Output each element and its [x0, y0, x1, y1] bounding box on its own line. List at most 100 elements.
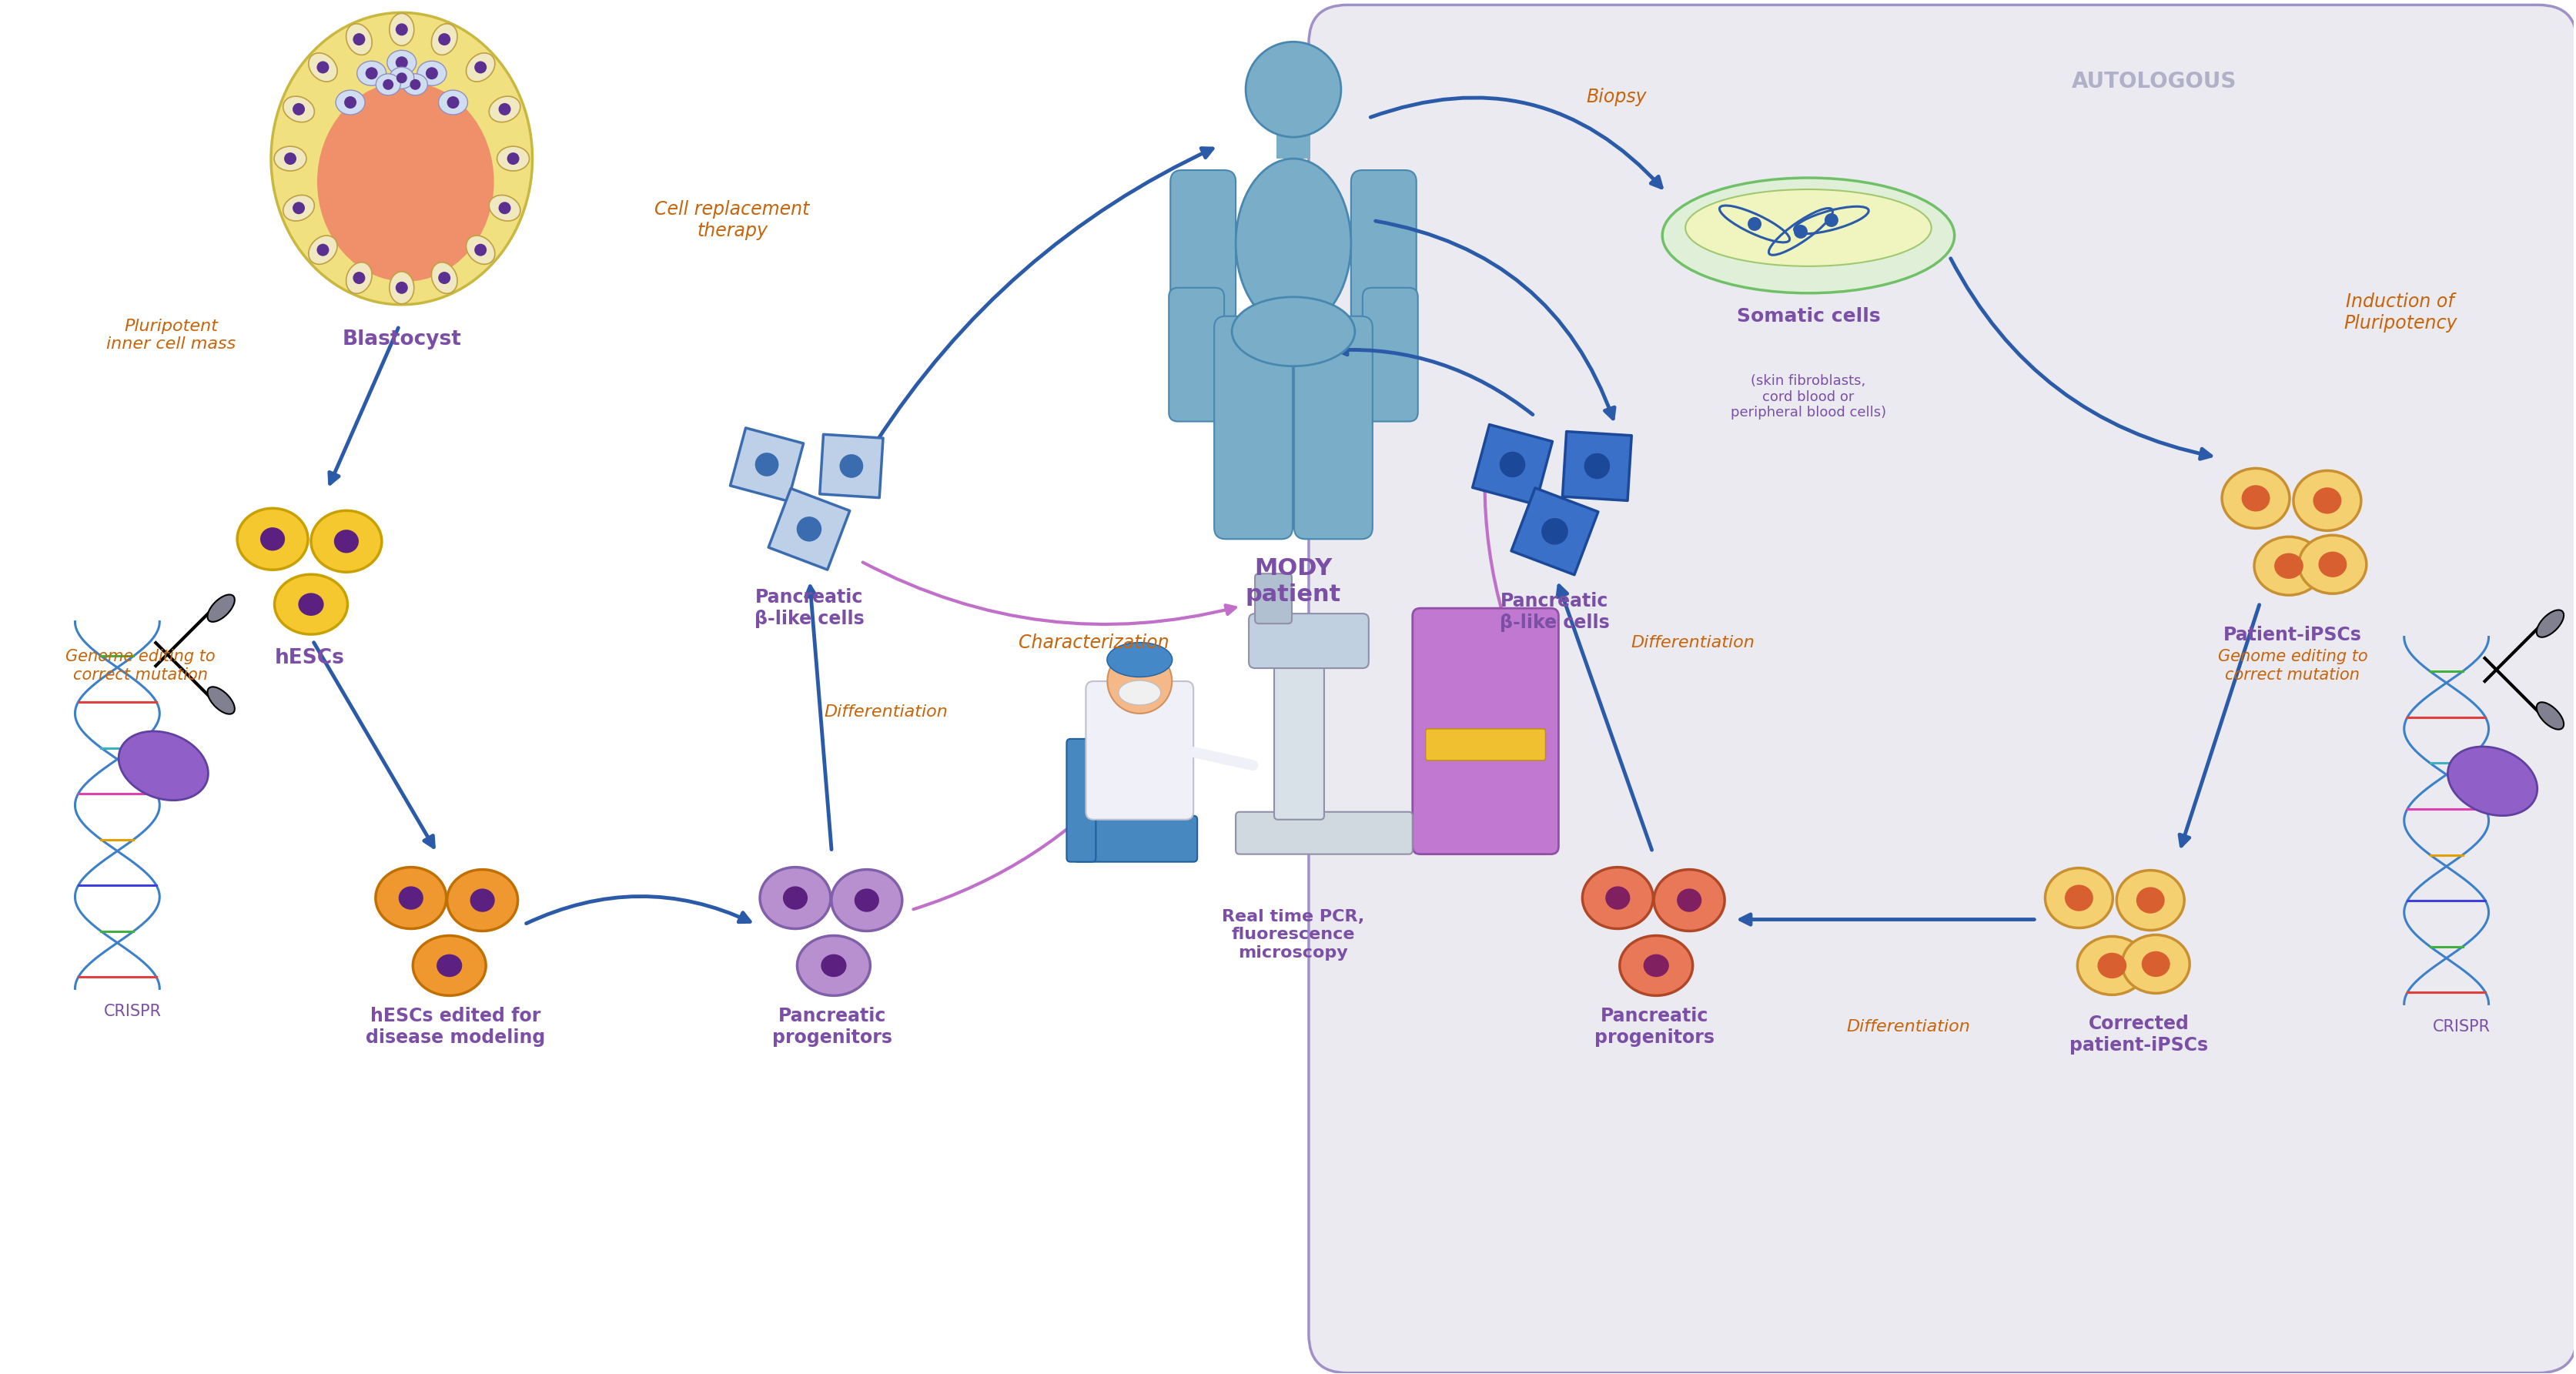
- Circle shape: [397, 23, 407, 36]
- Circle shape: [1499, 452, 1525, 477]
- Text: Corrected
patient-iPSCs: Corrected patient-iPSCs: [2069, 1015, 2208, 1055]
- FancyBboxPatch shape: [1213, 316, 1293, 539]
- Circle shape: [1584, 453, 1610, 480]
- Ellipse shape: [376, 867, 446, 929]
- Text: Patient-iPSCs: Patient-iPSCs: [2223, 627, 2362, 644]
- Ellipse shape: [760, 867, 829, 929]
- FancyArrowPatch shape: [1376, 221, 1615, 419]
- FancyArrowPatch shape: [1950, 258, 2210, 459]
- Ellipse shape: [273, 146, 307, 170]
- Ellipse shape: [260, 528, 286, 551]
- Circle shape: [283, 153, 296, 165]
- Ellipse shape: [309, 54, 337, 81]
- FancyBboxPatch shape: [1412, 609, 1558, 855]
- Polygon shape: [729, 427, 804, 502]
- Ellipse shape: [2045, 868, 2112, 927]
- Circle shape: [397, 56, 407, 69]
- Circle shape: [507, 153, 520, 165]
- Text: Characterization: Characterization: [1018, 633, 1170, 653]
- Ellipse shape: [1677, 889, 1703, 912]
- Text: Real time PCR,
fluorescence
microscopy: Real time PCR, fluorescence microscopy: [1221, 910, 1365, 960]
- Text: Genome editing to
correct mutation: Genome editing to correct mutation: [64, 650, 216, 683]
- Circle shape: [317, 243, 330, 256]
- FancyArrowPatch shape: [314, 643, 433, 846]
- FancyArrowPatch shape: [1741, 914, 2035, 925]
- Ellipse shape: [118, 731, 209, 800]
- Text: Differentiation: Differentiation: [1847, 1020, 1971, 1035]
- Ellipse shape: [832, 870, 902, 932]
- Ellipse shape: [276, 574, 348, 635]
- Text: Somatic cells: Somatic cells: [1736, 306, 1880, 326]
- Ellipse shape: [438, 91, 469, 114]
- Ellipse shape: [1685, 190, 1932, 267]
- FancyBboxPatch shape: [1087, 682, 1193, 819]
- Ellipse shape: [2537, 610, 2563, 638]
- Text: Cell replacement
therapy: Cell replacement therapy: [654, 201, 809, 240]
- Ellipse shape: [299, 594, 325, 616]
- Ellipse shape: [469, 889, 495, 912]
- Ellipse shape: [209, 687, 234, 714]
- Circle shape: [294, 103, 304, 115]
- Ellipse shape: [335, 91, 366, 114]
- Text: CRISPR: CRISPR: [2432, 1020, 2491, 1035]
- Ellipse shape: [1747, 217, 1762, 231]
- Ellipse shape: [283, 195, 314, 221]
- Ellipse shape: [2447, 746, 2537, 816]
- FancyArrowPatch shape: [330, 328, 399, 484]
- FancyArrowPatch shape: [526, 896, 750, 923]
- FancyBboxPatch shape: [1425, 728, 1546, 760]
- Circle shape: [317, 62, 330, 73]
- Ellipse shape: [822, 954, 848, 977]
- Ellipse shape: [209, 595, 234, 622]
- Ellipse shape: [1108, 643, 1172, 677]
- Ellipse shape: [783, 886, 809, 910]
- Circle shape: [500, 103, 510, 115]
- Ellipse shape: [2123, 934, 2190, 993]
- FancyArrowPatch shape: [1337, 345, 1533, 415]
- Ellipse shape: [1231, 297, 1355, 365]
- Ellipse shape: [2254, 537, 2324, 595]
- Text: hESCs: hESCs: [276, 649, 345, 668]
- Text: Pancreatic
progenitors: Pancreatic progenitors: [1595, 1007, 1716, 1047]
- FancyBboxPatch shape: [1249, 614, 1368, 668]
- FancyBboxPatch shape: [1074, 816, 1198, 861]
- Circle shape: [1247, 41, 1342, 137]
- Circle shape: [353, 33, 366, 45]
- Ellipse shape: [2141, 951, 2169, 977]
- Polygon shape: [1512, 488, 1597, 574]
- Ellipse shape: [412, 936, 487, 996]
- Circle shape: [474, 62, 487, 73]
- Ellipse shape: [2275, 554, 2303, 578]
- Ellipse shape: [1605, 886, 1631, 910]
- Ellipse shape: [2076, 937, 2146, 995]
- Ellipse shape: [2097, 952, 2128, 978]
- Polygon shape: [768, 488, 850, 570]
- Circle shape: [294, 202, 304, 214]
- Circle shape: [446, 96, 459, 109]
- Ellipse shape: [283, 96, 314, 122]
- FancyArrowPatch shape: [2179, 605, 2259, 846]
- FancyBboxPatch shape: [1275, 658, 1324, 819]
- Circle shape: [796, 517, 822, 541]
- Ellipse shape: [2537, 702, 2563, 730]
- Ellipse shape: [1118, 680, 1162, 705]
- Ellipse shape: [2293, 471, 2362, 530]
- Ellipse shape: [386, 51, 417, 74]
- Ellipse shape: [796, 936, 871, 996]
- FancyBboxPatch shape: [1255, 573, 1291, 624]
- Text: Induction of
Pluripotency: Induction of Pluripotency: [2344, 293, 2458, 333]
- Circle shape: [500, 202, 510, 214]
- Ellipse shape: [1643, 954, 1669, 977]
- FancyArrowPatch shape: [863, 562, 1236, 624]
- FancyBboxPatch shape: [1170, 170, 1236, 324]
- Ellipse shape: [497, 146, 528, 170]
- Text: AUTOLOGOUS: AUTOLOGOUS: [2071, 71, 2236, 92]
- Text: Genome editing to
correct mutation: Genome editing to correct mutation: [2218, 650, 2367, 683]
- Circle shape: [397, 73, 407, 84]
- Ellipse shape: [317, 82, 495, 282]
- Circle shape: [425, 67, 438, 80]
- Ellipse shape: [448, 870, 518, 932]
- Polygon shape: [1473, 425, 1553, 504]
- Text: (skin fibroblasts,
cord blood or
peripheral blood cells): (skin fibroblasts, cord blood or periphe…: [1731, 374, 1886, 420]
- FancyArrowPatch shape: [1188, 750, 1252, 765]
